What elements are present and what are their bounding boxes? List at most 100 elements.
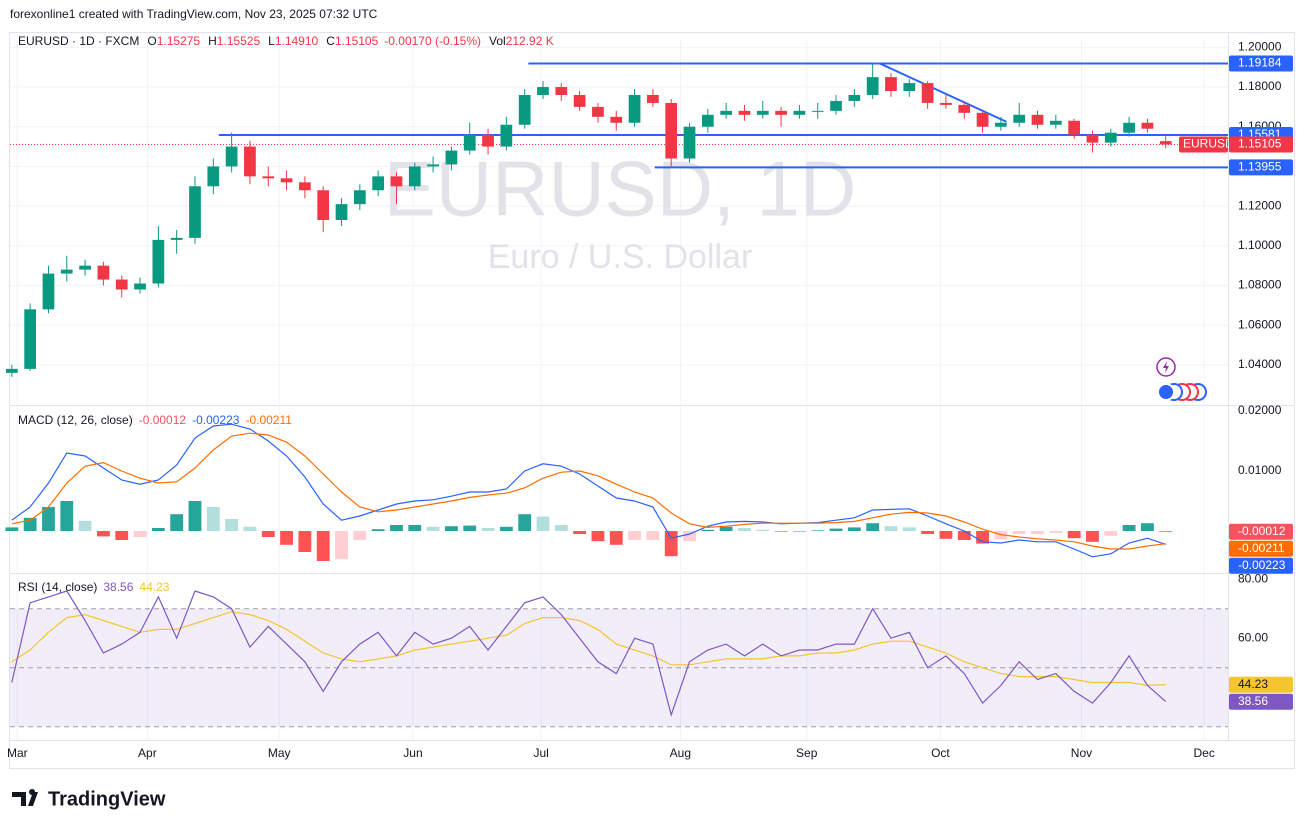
legend-label: Vol (489, 34, 506, 48)
candle-body (811, 110, 824, 112)
logo-mark (12, 789, 38, 806)
candle-body (1123, 122, 1135, 133)
candle-body (134, 283, 146, 290)
histogram-bar (847, 527, 861, 531)
histogram-bar (115, 531, 129, 540)
scale-value-label-bg (1229, 540, 1293, 557)
histogram-bar (609, 531, 623, 545)
candle-body (903, 83, 916, 92)
histogram-bar (481, 528, 495, 531)
watermark: EURUSD, 1D Euro / U.S. Dollar (384, 145, 856, 276)
symbol-legend: EURUSD · 1D · FXCM O1.15275 H1.15525 L1.149… (18, 34, 554, 48)
y-tick-label: 1.18000 (1238, 79, 1282, 93)
histogram-bar (1012, 531, 1026, 534)
x-tick-label: May (268, 746, 291, 760)
candle-body (958, 104, 971, 113)
histogram-bar (939, 531, 953, 539)
histogram-bar (243, 526, 257, 531)
level-label: 1.13955 (1238, 159, 1282, 173)
legend-value: 1.14910 (275, 34, 319, 48)
candle-body (921, 83, 934, 103)
histogram-bar (335, 531, 348, 560)
legend-value: -0.00211 (245, 413, 292, 427)
histogram-bar (536, 516, 550, 531)
candle-body (592, 106, 604, 117)
legend-label: L (268, 34, 275, 48)
last-name: EURUSD (1183, 137, 1234, 151)
scale-value-label: -0.00012 (1238, 524, 1286, 538)
candle-body (280, 178, 293, 183)
x-tick-label: Oct (931, 746, 950, 760)
y-tick-label: 1.04000 (1238, 357, 1282, 371)
histogram-bar (664, 531, 678, 557)
brand-logo: TradingView (12, 788, 166, 810)
histogram-bar (463, 525, 477, 531)
histogram-bar (756, 529, 770, 531)
histogram-bar (225, 519, 239, 531)
scale-value-label-bg (1229, 557, 1293, 574)
histogram-bar (866, 523, 880, 531)
candle-body (170, 237, 183, 240)
legend-value: 38.56 (103, 580, 133, 594)
candle-body (1086, 134, 1099, 143)
candle-body (518, 94, 531, 125)
candle-body (885, 77, 897, 92)
candle-body (79, 265, 91, 270)
indicator-line (11, 432, 1166, 550)
histogram-bar (1086, 531, 1099, 542)
histogram-bar (445, 526, 458, 531)
legend-value: 44.23 (139, 580, 169, 594)
candle-body (500, 124, 513, 147)
candle-body (463, 134, 476, 151)
histogram-bar (793, 531, 806, 532)
candle-body (995, 122, 1007, 127)
candle-body (1013, 114, 1026, 123)
candle-body (152, 239, 165, 284)
level-label-bg (1229, 159, 1293, 176)
histogram-bar (188, 501, 202, 531)
y-tick-label: 80.00 (1238, 571, 1268, 585)
candle-body (866, 77, 879, 95)
candle-body (848, 94, 861, 101)
candle-body (738, 110, 751, 115)
candle-body (262, 176, 275, 179)
candle-body (427, 164, 439, 167)
histogram-bar (499, 526, 513, 531)
histogram-bar (298, 531, 312, 552)
candle-body (189, 186, 201, 238)
candle-body (207, 166, 220, 187)
candle-body (244, 146, 256, 177)
pane-title: MACD (12, 26, close) (18, 413, 133, 427)
x-tick-label: Sep (796, 746, 818, 760)
histogram-bar (1141, 523, 1154, 531)
x-tick-label: Dec (1194, 746, 1215, 760)
watermark-title: EURUSD, 1D (384, 145, 856, 233)
candle-body (24, 309, 37, 369)
legend-value: 1.15275 (157, 34, 201, 48)
level-label-bg (1229, 55, 1293, 72)
candle-body (372, 176, 385, 191)
histogram-bar (5, 527, 19, 531)
trendline (879, 62, 1007, 123)
histogram-bar (408, 525, 422, 531)
candle-body (317, 190, 330, 221)
candle-body (830, 100, 842, 111)
legend-value: 1.15525 (217, 34, 261, 48)
histogram-bar (774, 531, 788, 532)
scale-value-label: 38.56 (1238, 694, 1268, 708)
scale-value-label: -0.00223 (1238, 558, 1286, 572)
last-price-label: 1.15105 (1238, 137, 1282, 151)
legend-label: O (147, 34, 156, 48)
legend-label: C (326, 34, 335, 48)
x-tick-label: Jun (403, 746, 422, 760)
candle-body (940, 102, 952, 105)
candle-body (1104, 132, 1117, 143)
candle-body (537, 87, 549, 95)
candle-body (299, 182, 311, 191)
histogram-bar (170, 514, 184, 531)
indicator-line (11, 423, 1166, 558)
histogram-bar (1104, 531, 1118, 536)
candle-body (1049, 120, 1062, 125)
legend-label: H (208, 34, 217, 48)
